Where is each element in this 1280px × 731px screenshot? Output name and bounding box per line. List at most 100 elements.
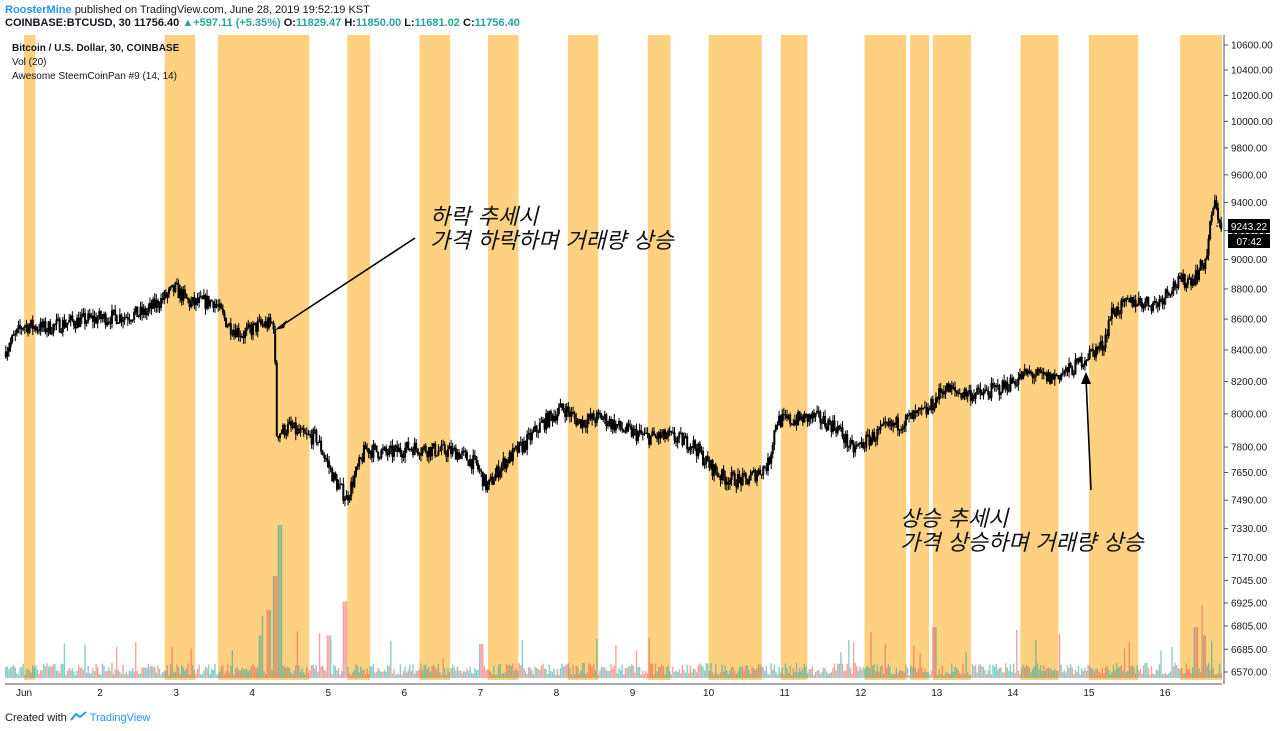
volume-bar [600, 667, 603, 678]
candle-body [1049, 372, 1052, 384]
y-tick-label[interactable]: 10600.00 [1231, 41, 1273, 52]
volume-bar [1073, 674, 1075, 678]
volume-bar [142, 667, 145, 678]
volume-bar [561, 663, 563, 678]
y-tick-label[interactable]: 7650.00 [1231, 468, 1268, 479]
volume-bar [238, 669, 240, 678]
volume-bar [892, 674, 894, 678]
x-tick-label[interactable]: 6 [402, 688, 408, 699]
y-tick-label[interactable]: 10000.00 [1231, 117, 1273, 128]
x-tick-label[interactable]: 9 [630, 688, 636, 699]
x-tick-label[interactable]: 15 [1083, 688, 1095, 699]
volume-bar [927, 671, 929, 678]
y-tick-label[interactable]: 9400.00 [1231, 198, 1268, 209]
candle-body [841, 427, 844, 437]
x-tick-label[interactable]: Jun [16, 688, 32, 699]
x-axis-labels[interactable]: Jun 2 3 4 5 6 7 8 9 10 11 12 13 14 15 16 [16, 688, 1171, 699]
candle-body [1039, 369, 1042, 373]
candle-body [684, 435, 687, 439]
y-tick-label[interactable]: 8800.00 [1231, 284, 1268, 295]
volume-bar [951, 663, 953, 678]
volume-bar [1141, 673, 1143, 678]
y-axis-labels[interactable]: 10600.00 10400.00 10200.00 10000.00 9800.00 9… [1231, 41, 1273, 679]
author-name[interactable]: RoosterMine [5, 4, 72, 16]
y-tick-label[interactable]: 8200.00 [1231, 377, 1268, 388]
candle-body [358, 457, 361, 467]
volume-bar [936, 674, 939, 678]
candle-body [91, 315, 94, 322]
candle-body [321, 451, 324, 456]
candle-body [1028, 370, 1031, 372]
candle-body [668, 430, 671, 433]
volume-bar [778, 666, 780, 678]
candle-body [1036, 369, 1039, 376]
candle-body [39, 321, 42, 332]
candle-body [1074, 359, 1077, 375]
y-tick-label[interactable]: 6685.00 [1231, 645, 1268, 656]
y-tick-label[interactable]: 9600.00 [1231, 170, 1268, 181]
x-tick-label[interactable]: 2 [97, 688, 103, 699]
volume-bar [719, 672, 722, 678]
volume-bar [966, 672, 969, 678]
candle-body [1110, 307, 1113, 319]
y-tick-label[interactable]: 8600.00 [1231, 315, 1268, 326]
y-tick-label[interactable]: 8000.00 [1231, 409, 1268, 420]
candle-body [564, 409, 567, 417]
volume-bar [808, 669, 810, 678]
y-tick-label[interactable]: 7490.00 [1231, 496, 1268, 507]
y-tick-label[interactable]: 7045.00 [1231, 576, 1268, 587]
volume-bar [485, 670, 487, 678]
candle-body [541, 419, 544, 422]
y-tick-label[interactable]: 6805.00 [1231, 621, 1268, 632]
candle-body [240, 336, 243, 338]
x-tick-label[interactable]: 7 [478, 688, 484, 699]
x-tick-label[interactable]: 16 [1159, 688, 1171, 699]
volume-bar [835, 670, 837, 678]
x-tick-label[interactable]: 5 [325, 688, 331, 699]
x-tick-label[interactable]: 8 [554, 688, 560, 699]
volume-bar [263, 671, 265, 678]
volume-bar [1106, 665, 1108, 678]
footer-brand-link[interactable]: TradingView [89, 711, 151, 724]
y-tick-label[interactable]: 7800.00 [1231, 443, 1268, 454]
volume-bar [843, 670, 845, 678]
x-tick-label[interactable]: 11 [779, 688, 790, 699]
x-tick-label[interactable]: 13 [931, 688, 943, 699]
candle-body [724, 476, 727, 485]
y-tick-label[interactable]: 9000.00 [1231, 255, 1268, 266]
volume-bar [1068, 667, 1070, 678]
y-tick-label[interactable]: 7330.00 [1231, 524, 1268, 535]
candle-body [1060, 374, 1063, 380]
volume-bar [344, 601, 346, 678]
x-tick-label[interactable]: 10 [703, 688, 715, 699]
y-tick-label[interactable]: 6925.00 [1231, 599, 1268, 610]
candle-body [857, 443, 860, 446]
candle-body [394, 445, 397, 449]
y-tick-label[interactable]: 9800.00 [1231, 143, 1268, 154]
volume-bar [469, 666, 471, 678]
x-tick-label[interactable]: 4 [249, 688, 255, 699]
volume-bar [786, 667, 788, 678]
candle-body [695, 448, 698, 457]
y-tick-label[interactable]: 10400.00 [1231, 65, 1273, 76]
candle-body [381, 449, 384, 451]
candle-body [177, 283, 180, 299]
y-tick-label[interactable]: 6570.00 [1231, 668, 1268, 679]
y-tick-label[interactable]: 8400.00 [1231, 345, 1268, 356]
volume-bar [14, 667, 17, 678]
volume-bar [1087, 664, 1089, 678]
candle-body [1121, 299, 1124, 301]
x-tick-label[interactable]: 14 [1007, 688, 1019, 699]
x-tick-label[interactable]: 3 [173, 688, 179, 699]
x-tick-label[interactable]: 12 [855, 688, 867, 699]
y-tick-label[interactable]: 7170.00 [1231, 553, 1268, 564]
chart-axes [5, 35, 1228, 685]
volume-bar [81, 667, 83, 678]
volume-bar [496, 673, 498, 678]
y-tick-label[interactable]: 10200.00 [1231, 91, 1273, 102]
volume-bar [727, 674, 730, 678]
volume-bar [188, 674, 191, 678]
volume-bar [551, 672, 554, 678]
candle-body [410, 448, 413, 450]
